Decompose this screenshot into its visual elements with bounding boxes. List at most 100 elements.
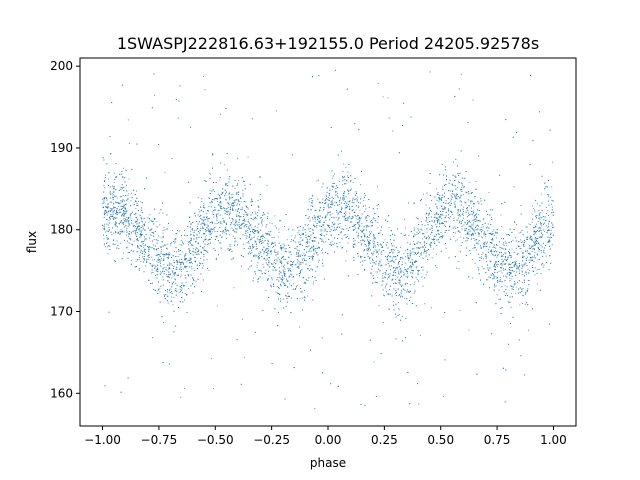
data-point bbox=[264, 240, 266, 242]
data-point bbox=[224, 226, 227, 228]
data-point bbox=[380, 259, 382, 261]
data-point bbox=[412, 240, 414, 243]
data-point bbox=[475, 249, 478, 251]
data-point bbox=[386, 278, 389, 280]
data-point bbox=[545, 206, 547, 208]
data-point bbox=[459, 209, 462, 211]
data-point bbox=[248, 222, 250, 225]
data-point bbox=[295, 263, 297, 266]
data-point bbox=[500, 238, 502, 240]
data-point bbox=[284, 244, 286, 246]
data-point bbox=[405, 291, 407, 293]
data-point bbox=[152, 337, 154, 339]
data-point bbox=[463, 186, 465, 188]
data-point bbox=[145, 221, 147, 223]
data-point bbox=[191, 263, 193, 265]
data-point bbox=[258, 209, 260, 211]
data-point bbox=[416, 278, 418, 281]
data-point bbox=[435, 244, 437, 246]
data-point bbox=[103, 185, 105, 187]
data-point bbox=[257, 236, 259, 238]
data-point bbox=[200, 257, 202, 260]
data-point bbox=[290, 312, 292, 314]
data-point bbox=[481, 253, 483, 255]
data-point bbox=[267, 239, 269, 241]
data-point bbox=[286, 263, 289, 265]
data-point bbox=[503, 244, 505, 246]
data-point bbox=[345, 237, 347, 239]
data-point bbox=[223, 164, 225, 166]
data-point bbox=[227, 202, 229, 204]
data-point bbox=[338, 203, 341, 205]
data-point bbox=[429, 242, 431, 244]
data-point bbox=[145, 244, 147, 246]
data-point bbox=[222, 232, 224, 234]
data-point bbox=[243, 226, 245, 228]
data-point bbox=[121, 173, 123, 175]
data-point bbox=[539, 213, 541, 215]
data-point bbox=[372, 262, 374, 264]
data-point bbox=[459, 172, 461, 175]
data-point bbox=[518, 272, 520, 274]
data-point bbox=[118, 248, 120, 250]
data-point bbox=[473, 224, 475, 226]
data-point bbox=[480, 236, 482, 238]
data-point bbox=[247, 156, 249, 158]
data-point bbox=[184, 254, 187, 256]
data-point bbox=[113, 206, 115, 208]
data-point bbox=[113, 181, 115, 184]
data-point bbox=[188, 248, 190, 250]
data-point bbox=[159, 263, 162, 265]
data-point bbox=[377, 271, 379, 273]
data-point bbox=[193, 230, 196, 232]
data-point bbox=[349, 199, 351, 201]
data-point bbox=[112, 198, 114, 200]
data-point bbox=[494, 249, 496, 252]
data-point bbox=[345, 225, 347, 227]
data-point bbox=[542, 234, 544, 236]
data-point bbox=[333, 204, 336, 206]
data-point bbox=[128, 224, 130, 226]
data-point bbox=[256, 212, 259, 214]
data-point bbox=[143, 258, 145, 260]
data-point bbox=[109, 249, 111, 251]
data-point bbox=[113, 188, 115, 190]
data-point bbox=[334, 190, 337, 192]
data-point bbox=[203, 255, 205, 257]
data-point bbox=[135, 221, 137, 223]
data-point bbox=[513, 266, 516, 268]
data-point bbox=[283, 271, 285, 273]
data-point bbox=[515, 247, 517, 249]
data-point bbox=[254, 211, 256, 213]
data-point bbox=[435, 224, 437, 226]
data-point bbox=[355, 191, 357, 193]
data-point bbox=[302, 229, 304, 231]
data-point bbox=[501, 258, 503, 260]
data-point bbox=[501, 272, 503, 274]
data-point bbox=[477, 220, 479, 222]
data-point bbox=[508, 263, 510, 265]
data-point bbox=[122, 252, 125, 254]
data-point bbox=[386, 220, 388, 222]
data-point bbox=[494, 265, 496, 267]
data-point bbox=[402, 258, 404, 260]
data-point bbox=[265, 249, 267, 251]
data-point bbox=[371, 265, 373, 267]
data-point bbox=[483, 218, 485, 220]
data-point bbox=[383, 294, 385, 296]
data-point bbox=[114, 172, 116, 174]
data-point bbox=[397, 301, 400, 304]
data-point bbox=[163, 267, 165, 269]
data-point bbox=[443, 395, 445, 398]
data-point bbox=[328, 212, 330, 214]
data-point bbox=[525, 238, 528, 241]
data-point bbox=[160, 237, 162, 239]
data-point bbox=[526, 231, 528, 233]
data-point bbox=[184, 265, 186, 268]
data-point bbox=[226, 169, 228, 171]
data-point bbox=[409, 256, 411, 258]
data-point bbox=[441, 196, 443, 198]
data-point bbox=[222, 217, 224, 219]
data-point bbox=[417, 272, 419, 274]
data-point bbox=[505, 275, 507, 277]
